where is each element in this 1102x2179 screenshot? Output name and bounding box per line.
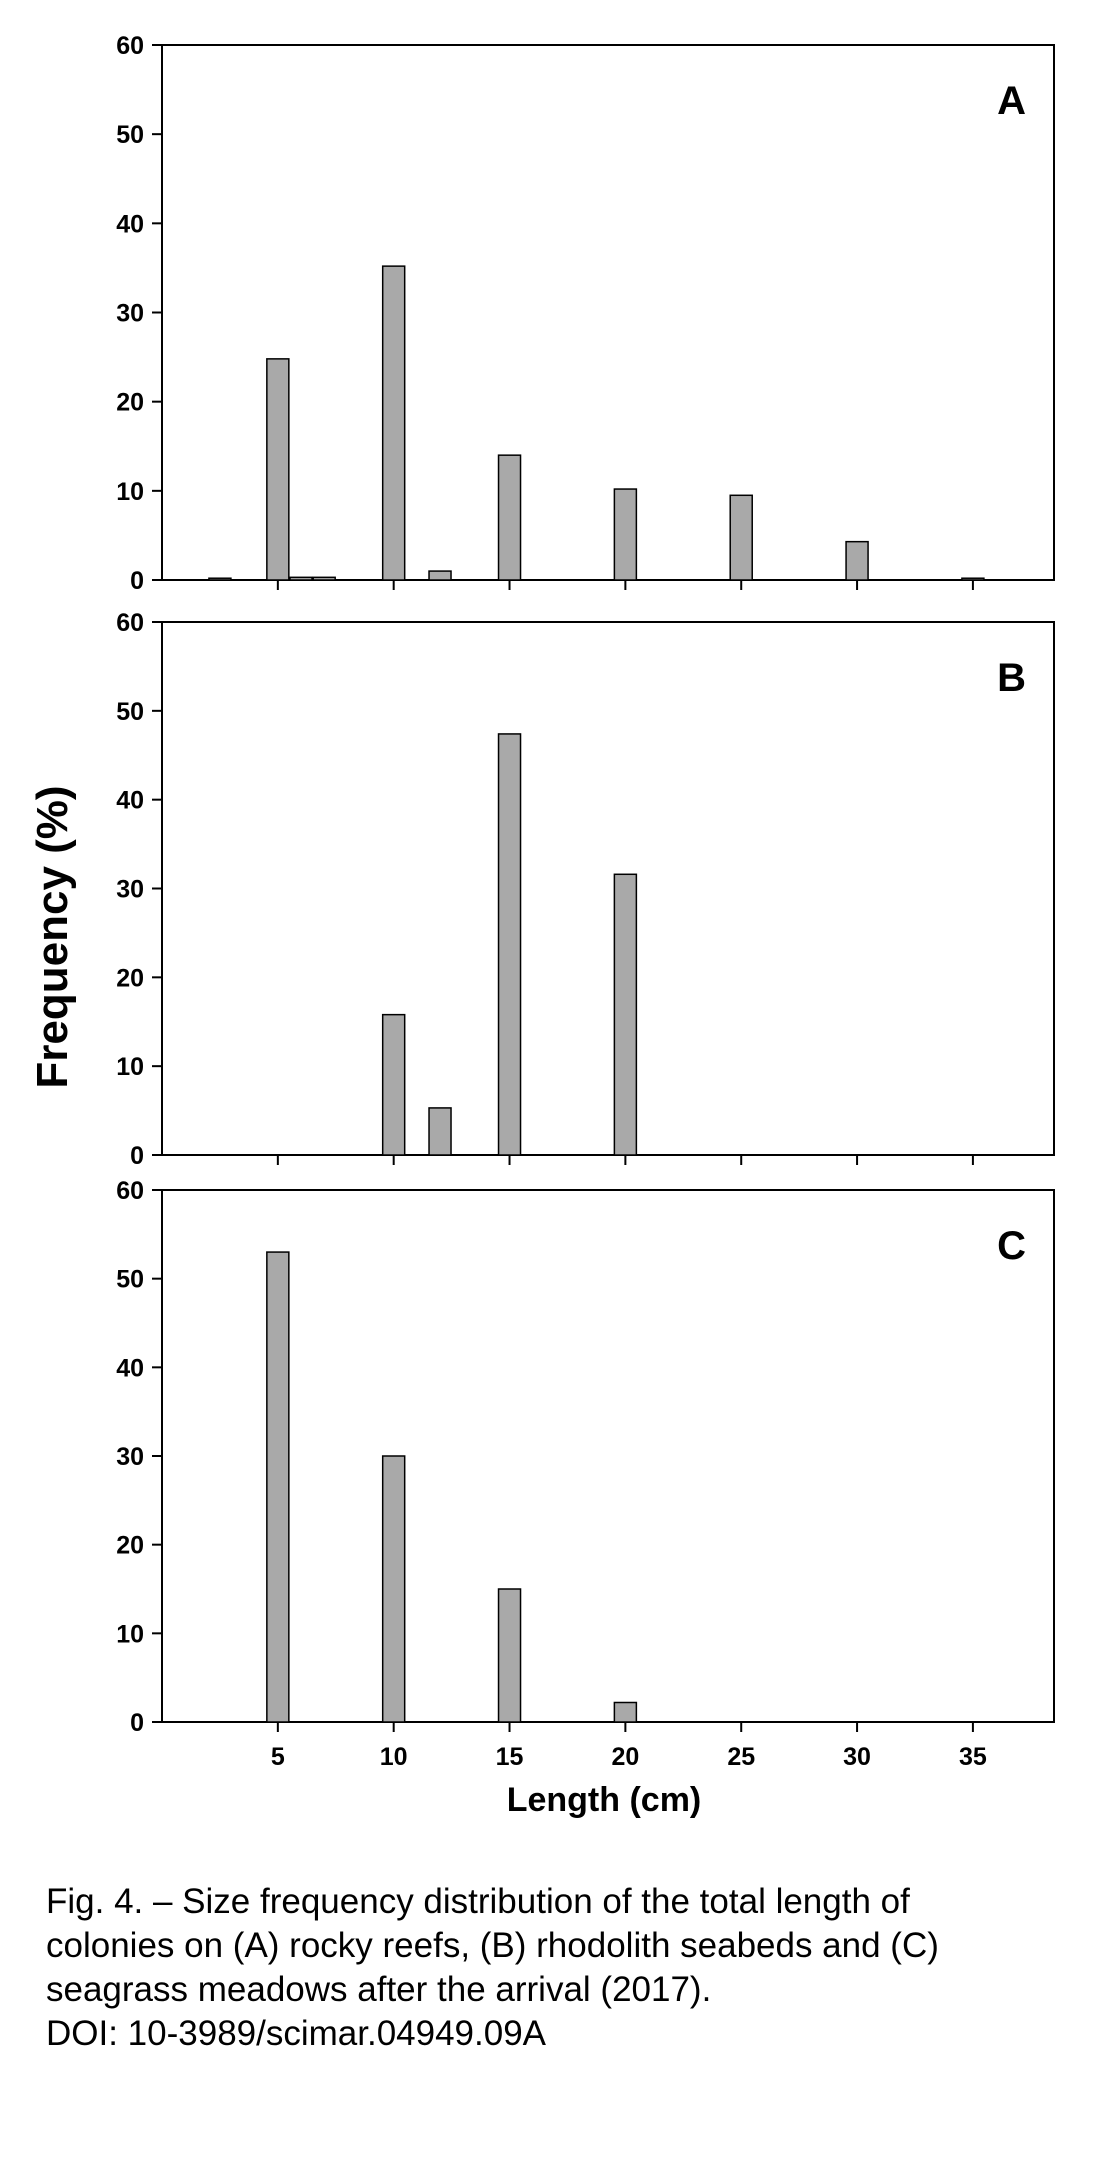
bar [613, 488, 638, 581]
bar [289, 576, 313, 581]
bar [266, 358, 290, 581]
x-tick-label: 20 [611, 1743, 639, 1771]
panel-letter: C [997, 1224, 1026, 1268]
caption-doi: DOI: 10-3989/scimar.04949.09A [46, 2014, 547, 2053]
bar [845, 540, 869, 581]
y-tick-label: 50 [116, 698, 144, 726]
y-tick-label: 40 [116, 787, 144, 815]
figure-caption: Fig. 4. – Size frequency distribution of… [46, 1880, 1066, 2056]
x-tick-label: 15 [496, 1743, 524, 1771]
bar [428, 570, 452, 581]
y-tick-label: 60 [116, 609, 144, 637]
x-axis-title: Length (cm) [507, 1781, 702, 1819]
y-tick-label: 20 [116, 389, 144, 417]
y-tick-label: 20 [116, 964, 144, 992]
bar [312, 576, 336, 581]
y-axis-title: Frequency (%) [28, 785, 77, 1088]
y-tick-label: 40 [116, 210, 144, 238]
plot-frame [161, 1189, 1055, 1723]
bar [497, 454, 522, 581]
x-tick-label: 35 [959, 1743, 987, 1771]
panel-b: 0 10 20 30 40 50 60 B [116, 609, 1055, 1170]
y-tick-label: 20 [116, 1532, 144, 1560]
bar [613, 873, 638, 1156]
y-tick-label: 60 [116, 1177, 144, 1205]
bar [381, 265, 406, 581]
plot-frame [161, 44, 1055, 581]
bar [729, 494, 753, 581]
bar [381, 1013, 406, 1156]
bar [961, 577, 985, 581]
y-tick-label: 10 [116, 1053, 144, 1081]
x-tick-label: 30 [843, 1743, 871, 1771]
y-tick-label: 50 [116, 121, 144, 149]
y-tick-label: 0 [130, 1142, 144, 1170]
y-tick-label: 0 [130, 567, 144, 595]
y-tick-label: 50 [116, 1266, 144, 1294]
y-tick-label: 30 [116, 876, 144, 904]
caption-line-2: colonies on (A) rocky reefs, (B) rhodoli… [46, 1926, 939, 1965]
caption-line-1: Fig. 4. – Size frequency distribution of… [46, 1882, 910, 1921]
y-tick-label: 30 [116, 1443, 144, 1471]
y-tick-label: 40 [116, 1354, 144, 1382]
y-tick-label: 0 [130, 1709, 144, 1737]
panel-letter: A [997, 79, 1026, 123]
x-tick-label: 10 [380, 1743, 408, 1771]
panel-c: 0 10 20 30 40 50 60 C [116, 1177, 1055, 1737]
x-tick-label: 25 [727, 1743, 755, 1771]
bar [428, 1107, 452, 1156]
bar [613, 1701, 638, 1723]
bar [381, 1455, 406, 1723]
bar [208, 577, 232, 581]
caption-line-3: seagrass meadows after the arrival (2017… [46, 1970, 712, 2009]
panel-a: 0 10 20 30 40 50 60 A [116, 32, 1055, 595]
x-tick-label: 5 [271, 1743, 285, 1771]
y-tick-label: 60 [116, 32, 144, 60]
plot-frame [161, 621, 1055, 1156]
bar [266, 1251, 290, 1723]
y-tick-label: 10 [116, 1620, 144, 1648]
x-tick-labels: 5 10 15 20 25 30 35 [271, 1743, 987, 1771]
panel-letter: B [997, 656, 1026, 700]
bar [497, 1588, 522, 1723]
y-tick-label: 10 [116, 478, 144, 506]
y-tick-label: 30 [116, 300, 144, 328]
bar [497, 733, 522, 1156]
figure-chart: 0 10 20 30 40 50 60 A 0 10 20 30 40 50 60 B 0 10 20 30 40 5… [28, 32, 1055, 1819]
